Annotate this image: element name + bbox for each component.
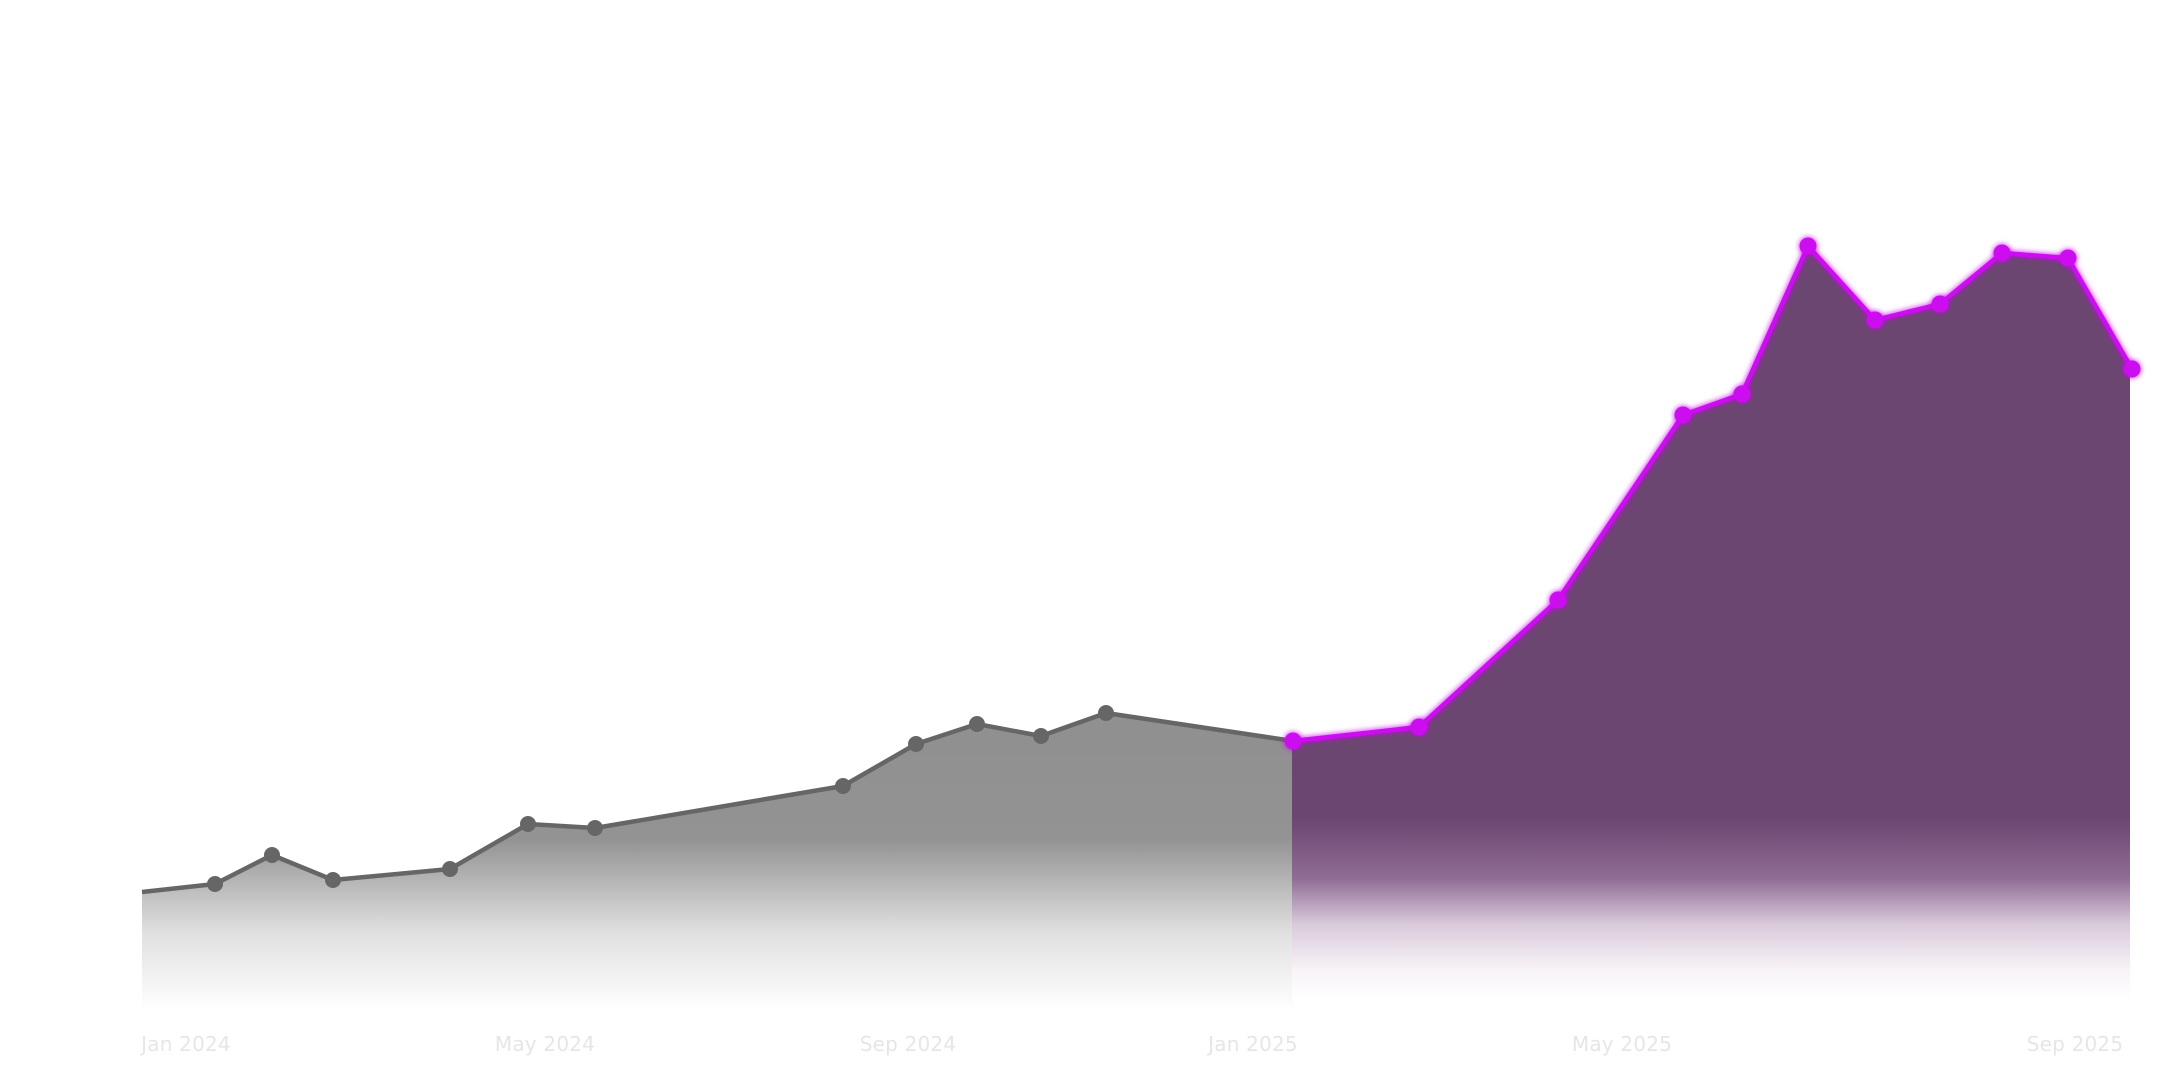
x-tick-label: Sep 2024 <box>859 1032 957 1056</box>
data-point[interactable] <box>520 816 536 832</box>
data-point[interactable] <box>1931 295 1949 313</box>
data-point[interactable] <box>1284 732 1302 750</box>
projection-markers <box>1284 237 2141 750</box>
data-point[interactable] <box>1549 591 1567 609</box>
data-point[interactable] <box>908 736 924 752</box>
data-point[interactable] <box>1033 728 1049 744</box>
data-point[interactable] <box>835 778 851 794</box>
projection-area <box>1292 246 2130 1000</box>
x-tick-label: Jan 2025 <box>1208 1032 1298 1056</box>
data-point[interactable] <box>587 820 603 836</box>
data-point[interactable] <box>969 716 985 732</box>
data-point[interactable] <box>207 876 223 892</box>
data-point[interactable] <box>264 847 280 863</box>
data-point[interactable] <box>1733 385 1751 403</box>
data-point[interactable] <box>325 872 341 888</box>
data-point[interactable] <box>1866 311 1884 329</box>
data-point[interactable] <box>2123 360 2141 378</box>
x-tick-label: May 2025 <box>1571 1032 1673 1056</box>
projection-series <box>1284 237 2141 1000</box>
data-point[interactable] <box>2059 249 2077 267</box>
data-point[interactable] <box>442 861 458 877</box>
data-point[interactable] <box>1799 237 1817 255</box>
data-point[interactable] <box>1674 406 1692 424</box>
historical-area <box>142 713 1293 1010</box>
historical-markers <box>207 705 1114 892</box>
x-tick-label: Sep 2025 <box>2026 1032 2124 1056</box>
historical-series <box>141 705 1294 1010</box>
data-point[interactable] <box>1410 718 1428 736</box>
x-tick-label: Jan 2024 <box>141 1032 231 1056</box>
x-tick-label: May 2024 <box>494 1032 596 1056</box>
data-point[interactable] <box>1098 705 1114 721</box>
data-point[interactable] <box>1993 244 2011 262</box>
